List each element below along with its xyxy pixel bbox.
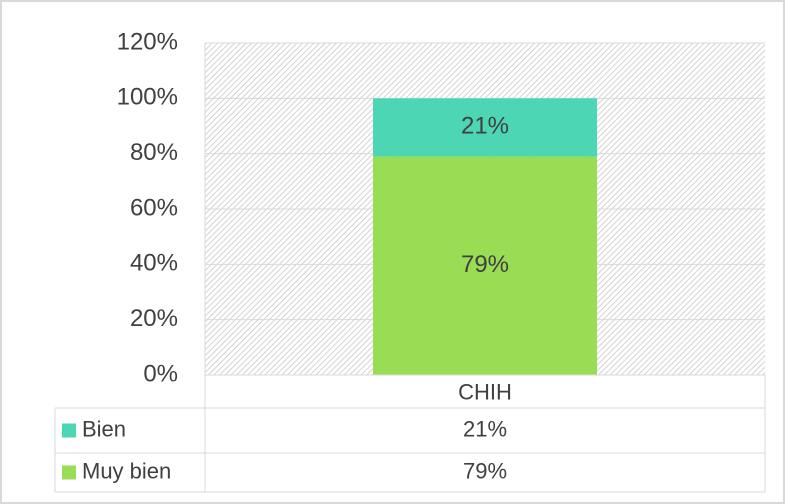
- y-tick-label: 0%: [143, 360, 178, 387]
- x-tick-label: CHIH: [458, 379, 512, 404]
- legend-swatch: [62, 423, 76, 438]
- data-label: 79%: [461, 251, 509, 278]
- y-tick-label: 20%: [130, 305, 178, 332]
- bar-segment: [373, 156, 597, 375]
- table-value: 21%: [463, 416, 507, 441]
- bar-segment: [373, 98, 597, 157]
- y-tick-label: 120%: [117, 28, 178, 55]
- y-tick-label: 40%: [130, 250, 178, 277]
- y-tick-label: 60%: [130, 194, 178, 221]
- legend-swatch: [62, 465, 76, 480]
- legend-label: Bien: [82, 416, 126, 441]
- table-value: 79%: [463, 458, 507, 483]
- y-tick-label: 80%: [130, 139, 178, 166]
- legend-label: Muy bien: [82, 458, 171, 483]
- y-tick-label: 100%: [117, 84, 178, 111]
- data-label: 21%: [461, 113, 509, 140]
